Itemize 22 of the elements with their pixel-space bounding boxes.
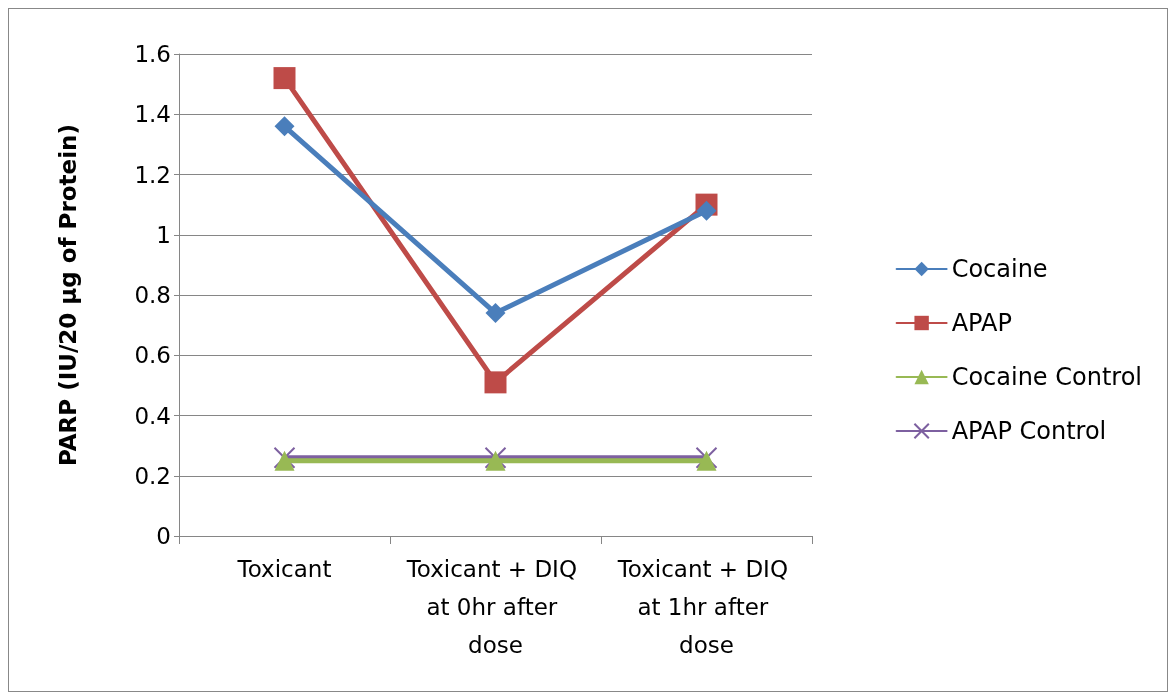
- y-tick-label: 0.8: [134, 282, 171, 308]
- point: [485, 303, 506, 324]
- legend-label: APAP: [951, 309, 1012, 337]
- point: [484, 371, 507, 394]
- y-tick-label: 1.4: [134, 101, 171, 128]
- legend-label: APAP Control: [951, 417, 1107, 445]
- legend-label: Cocaine: [951, 255, 1048, 283]
- point: [273, 67, 296, 90]
- point: [274, 116, 295, 137]
- y-tick-label: 1: [156, 221, 171, 248]
- y-tick-label: 0.4: [134, 402, 171, 429]
- y-tick-label: 0.2: [134, 462, 171, 489]
- y-tick-label: 0: [156, 523, 171, 549]
- y-tick-label: 0.6: [134, 342, 171, 369]
- x-tick-label: Toxicant: [236, 556, 332, 582]
- legend-label: Cocaine Control: [951, 363, 1142, 391]
- y-axis-title: PARP (IU/20 µg of Protein): [54, 124, 81, 466]
- x-tick-label: Toxicant + DIQ at 0hr after dose: [405, 556, 585, 658]
- point: [696, 200, 717, 221]
- y-tick-label: 1.6: [134, 41, 171, 67]
- x-tick-label: Toxicant + DIQ at 1hr after dose: [616, 556, 796, 658]
- y-tick-label: 1.2: [134, 161, 171, 188]
